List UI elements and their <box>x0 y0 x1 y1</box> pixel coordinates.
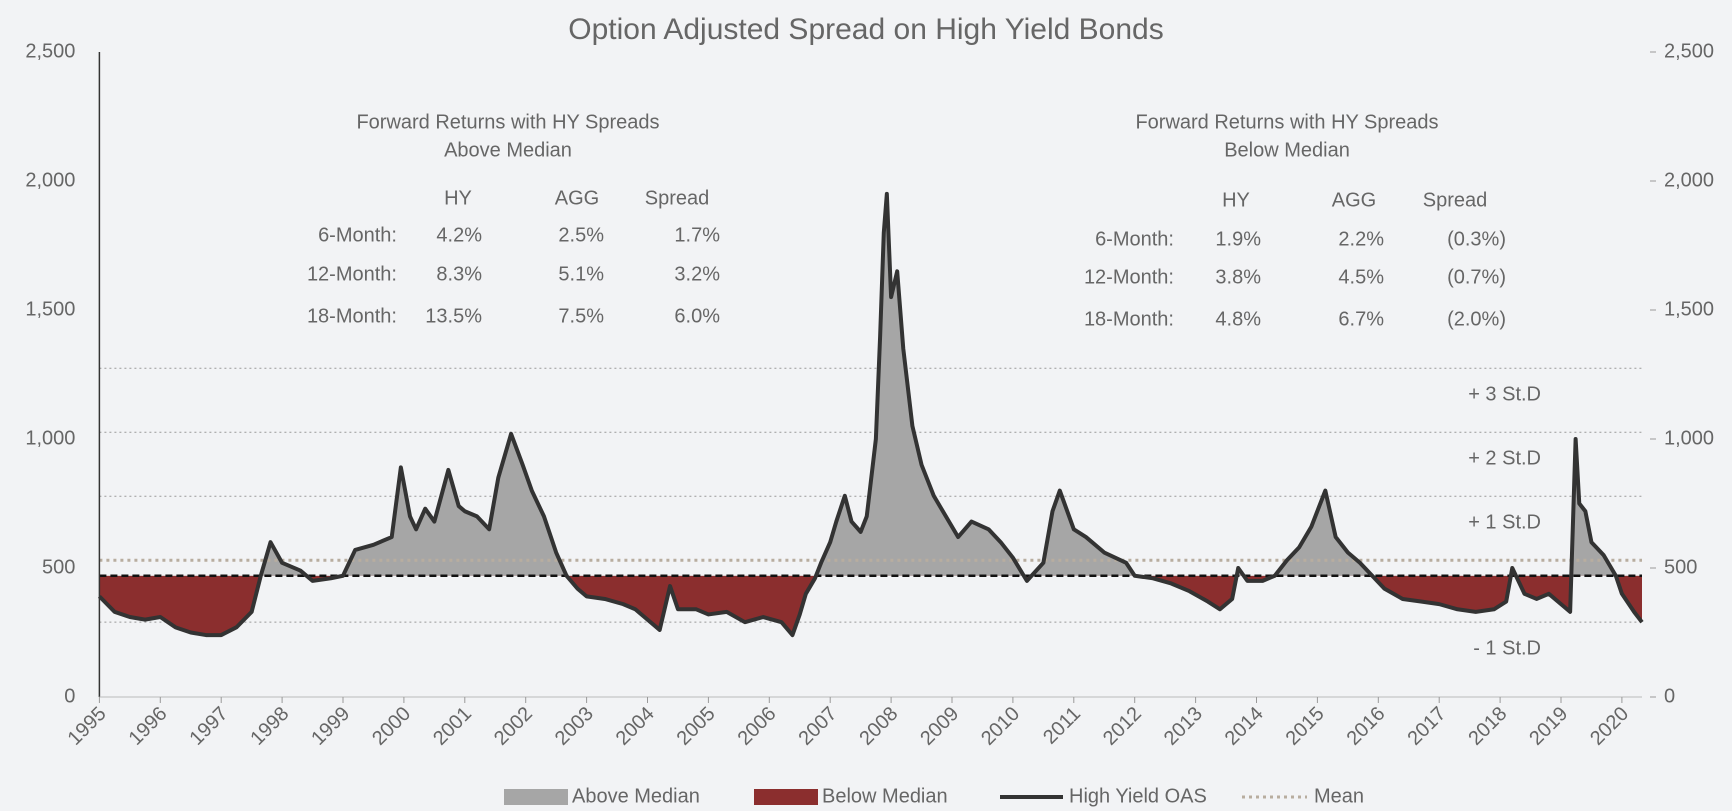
table-header: HY <box>444 187 472 209</box>
x-tick-label: 2008 <box>855 703 902 750</box>
legend-swatch <box>754 789 818 805</box>
table-cell: 8.3% <box>436 263 482 285</box>
x-tick-label: 2006 <box>734 703 781 750</box>
table-header: Spread <box>1423 189 1488 211</box>
x-tick-label: 2020 <box>1586 703 1633 750</box>
row-label: 6-Month: <box>318 224 397 246</box>
x-tick-label: 2018 <box>1464 703 1511 750</box>
x-tick-label: 1996 <box>125 703 172 750</box>
table-cell: (2.0%) <box>1447 308 1506 330</box>
table-cell: 6.7% <box>1338 308 1384 330</box>
table-cell: 3.2% <box>674 263 720 285</box>
table-cell: 13.5% <box>425 305 482 327</box>
table-header: AGG <box>1332 189 1376 211</box>
table-header: HY <box>1222 189 1250 211</box>
x-tick-label: 2010 <box>977 703 1024 750</box>
x-tick-label: 2019 <box>1525 703 1572 750</box>
x-tick-label: 2011 <box>1039 703 1085 749</box>
row-label: 12-Month: <box>1084 266 1174 288</box>
y2-tick-label: 2,000 <box>1664 169 1714 191</box>
x-tick-label: 2012 <box>1099 703 1146 750</box>
table-cell: 6.0% <box>674 305 720 327</box>
table-cell: 4.8% <box>1215 308 1261 330</box>
row-label: 12-Month: <box>307 263 397 285</box>
table-cell: (0.3%) <box>1447 228 1506 250</box>
legend-label: Above Median <box>572 785 700 807</box>
x-tick-label: 1997 <box>185 703 232 750</box>
x-tick-label: 2002 <box>490 703 537 750</box>
table-header: AGG <box>555 187 599 209</box>
x-tick-label: 2005 <box>673 703 720 750</box>
table-cell: 1.9% <box>1215 228 1261 250</box>
y2-tick-label: 1,500 <box>1664 298 1714 320</box>
y-tick-label: 1,500 <box>25 298 75 320</box>
x-tick-label: 1995 <box>64 703 111 750</box>
area-above <box>260 193 1616 576</box>
table-cell: (0.7%) <box>1447 266 1506 288</box>
x-tick-label: 2004 <box>612 703 659 750</box>
sd-label: + 2 St.D <box>1468 448 1541 470</box>
chart-title: Option Adjusted Spread on High Yield Bon… <box>568 13 1163 46</box>
y-tick-label: 1,000 <box>25 427 75 449</box>
x-tick-label: 2003 <box>551 703 598 750</box>
sd-label: - 1 St.D <box>1473 637 1541 659</box>
sd-label: + 3 St.D <box>1468 384 1541 406</box>
y2-tick-label: 0 <box>1664 685 1675 707</box>
table-cell: 2.2% <box>1338 228 1384 250</box>
table-title: Forward Returns with HY Spreads <box>1135 111 1438 133</box>
row-label: 18-Month: <box>1084 308 1174 330</box>
table-cell: 7.5% <box>558 305 604 327</box>
table-cell: 4.5% <box>1338 266 1384 288</box>
x-tick-label: 1999 <box>307 703 354 750</box>
legend-label: Mean <box>1314 785 1364 807</box>
table-header: Spread <box>645 187 710 209</box>
table-title: Below Median <box>1224 139 1350 161</box>
legend-swatch <box>504 789 568 805</box>
y2-tick-label: 500 <box>1664 556 1697 578</box>
y2-tick-label: 1,000 <box>1664 427 1714 449</box>
x-tick-label: 2001 <box>429 703 476 750</box>
table-cell: 3.8% <box>1215 266 1261 288</box>
legend-label: High Yield OAS <box>1069 785 1207 807</box>
x-tick-label: 2007 <box>794 703 841 750</box>
table-title: Above Median <box>444 139 572 161</box>
oas-line <box>97 191 1644 638</box>
legend-label: Below Median <box>822 785 948 807</box>
x-tick-label: 2000 <box>368 703 415 750</box>
x-tick-label: 1998 <box>246 703 293 750</box>
x-tick-label: 2013 <box>1160 703 1207 750</box>
x-tick-label: 2014 <box>1221 703 1268 750</box>
row-label: 6-Month: <box>1095 228 1174 250</box>
row-label: 18-Month: <box>307 305 397 327</box>
x-tick-label: 2009 <box>916 703 963 750</box>
table-title: Forward Returns with HY Spreads <box>356 111 659 133</box>
table-cell: 5.1% <box>558 263 604 285</box>
table-cell: 1.7% <box>674 224 720 246</box>
y2-tick-label: 2,500 <box>1664 40 1714 62</box>
x-tick-label: 2015 <box>1282 703 1329 750</box>
y-tick-label: 2,500 <box>25 40 75 62</box>
sd-label: + 1 St.D <box>1468 512 1541 534</box>
x-tick-label: 2017 <box>1403 703 1450 750</box>
table-cell: 4.2% <box>436 224 482 246</box>
area-below <box>99 575 1642 636</box>
y-tick-label: 0 <box>64 685 75 707</box>
table-cell: 2.5% <box>558 224 604 246</box>
x-tick-label: 2016 <box>1343 703 1390 750</box>
y-tick-label: 2,000 <box>25 169 75 191</box>
y-tick-label: 500 <box>42 556 75 578</box>
